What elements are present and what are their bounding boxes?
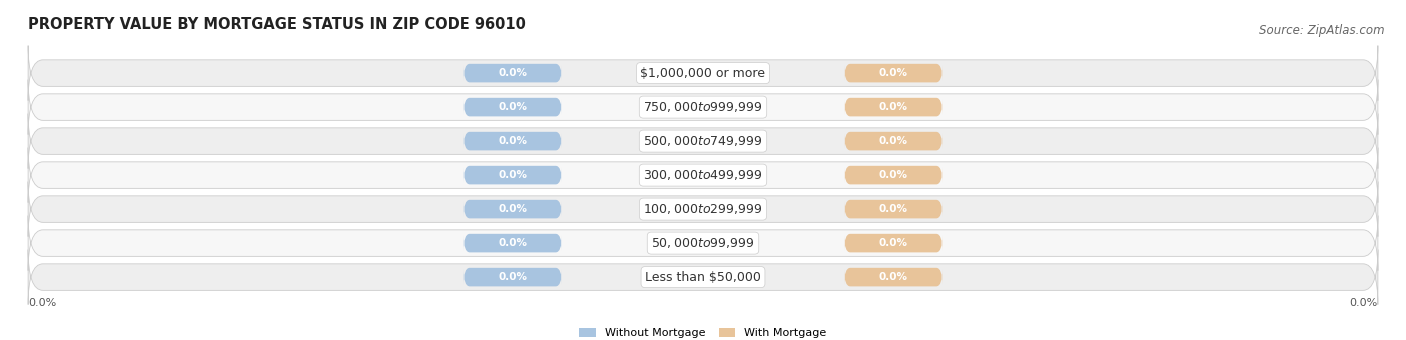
FancyBboxPatch shape (464, 132, 562, 150)
FancyBboxPatch shape (28, 114, 1378, 169)
Text: 0.0%: 0.0% (498, 102, 527, 112)
FancyBboxPatch shape (464, 166, 562, 184)
Text: 0.0%: 0.0% (879, 272, 908, 282)
Text: Source: ZipAtlas.com: Source: ZipAtlas.com (1260, 24, 1385, 37)
FancyBboxPatch shape (28, 46, 1378, 101)
Text: PROPERTY VALUE BY MORTGAGE STATUS IN ZIP CODE 96010: PROPERTY VALUE BY MORTGAGE STATUS IN ZIP… (28, 17, 526, 32)
Text: 0.0%: 0.0% (28, 298, 56, 307)
FancyBboxPatch shape (844, 132, 942, 150)
Text: $50,000 to $99,999: $50,000 to $99,999 (651, 236, 755, 250)
Text: $300,000 to $499,999: $300,000 to $499,999 (644, 168, 762, 182)
FancyBboxPatch shape (844, 98, 942, 116)
FancyBboxPatch shape (28, 216, 1378, 271)
FancyBboxPatch shape (28, 182, 1378, 237)
FancyBboxPatch shape (464, 234, 562, 252)
Text: 0.0%: 0.0% (879, 204, 908, 214)
Text: 0.0%: 0.0% (879, 68, 908, 78)
FancyBboxPatch shape (28, 148, 1378, 203)
FancyBboxPatch shape (464, 200, 562, 218)
Text: 0.0%: 0.0% (498, 136, 527, 146)
FancyBboxPatch shape (28, 250, 1378, 305)
Text: $750,000 to $999,999: $750,000 to $999,999 (644, 100, 762, 114)
Text: 0.0%: 0.0% (498, 238, 527, 248)
FancyBboxPatch shape (28, 80, 1378, 135)
Text: $500,000 to $749,999: $500,000 to $749,999 (644, 134, 762, 148)
Text: $1,000,000 or more: $1,000,000 or more (641, 67, 765, 80)
FancyBboxPatch shape (844, 234, 942, 252)
FancyBboxPatch shape (464, 98, 562, 116)
Text: 0.0%: 0.0% (879, 136, 908, 146)
Text: $100,000 to $299,999: $100,000 to $299,999 (644, 202, 762, 216)
FancyBboxPatch shape (464, 268, 562, 286)
FancyBboxPatch shape (464, 64, 562, 82)
FancyBboxPatch shape (844, 166, 942, 184)
Legend: Without Mortgage, With Mortgage: Without Mortgage, With Mortgage (579, 328, 827, 338)
Text: Less than $50,000: Less than $50,000 (645, 271, 761, 284)
Text: 0.0%: 0.0% (1350, 298, 1378, 307)
Text: 0.0%: 0.0% (498, 170, 527, 180)
FancyBboxPatch shape (844, 200, 942, 218)
Text: 0.0%: 0.0% (498, 68, 527, 78)
Text: 0.0%: 0.0% (498, 204, 527, 214)
Text: 0.0%: 0.0% (879, 170, 908, 180)
Text: 0.0%: 0.0% (879, 102, 908, 112)
Text: 0.0%: 0.0% (498, 272, 527, 282)
FancyBboxPatch shape (844, 64, 942, 82)
Text: 0.0%: 0.0% (879, 238, 908, 248)
FancyBboxPatch shape (844, 268, 942, 286)
